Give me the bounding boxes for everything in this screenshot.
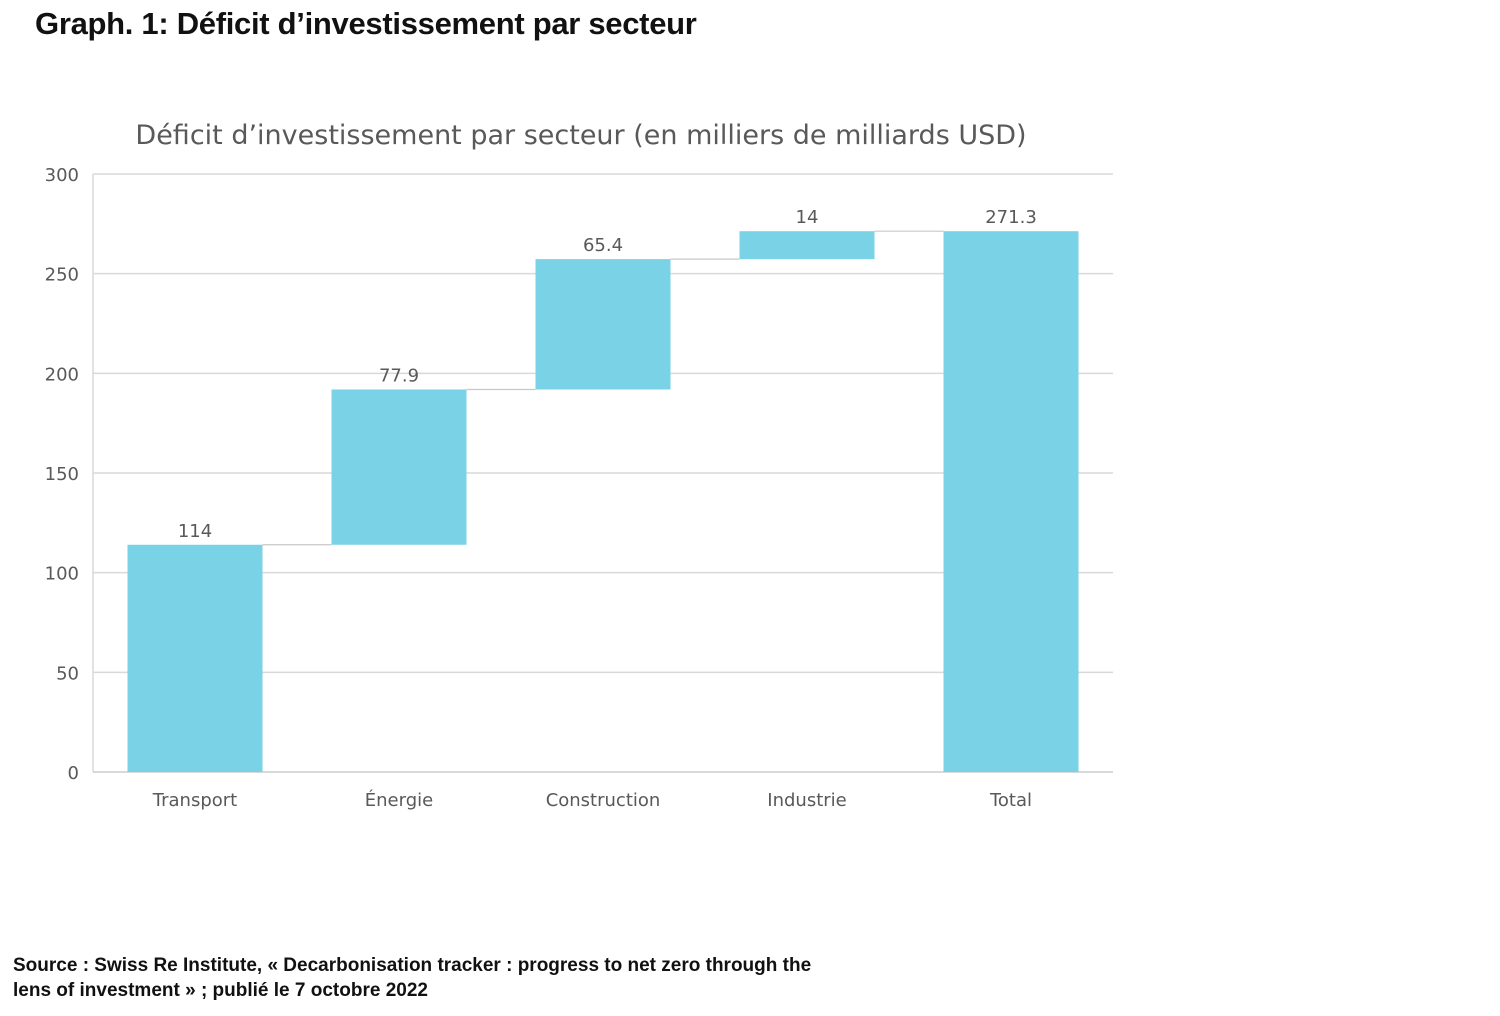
bar-3 [739, 231, 875, 260]
y-tick-label: 300 [45, 165, 79, 186]
chart-title: Déficit d’investissement par secteur (en… [135, 120, 1026, 151]
x-tick-label-4: Total [989, 790, 1032, 811]
data-label-2: 65.4 [583, 235, 623, 256]
bars [127, 231, 1079, 772]
bar-2 [535, 259, 671, 390]
x-tick-label-2: Construction [546, 790, 661, 811]
data-label-4: 271.3 [985, 207, 1037, 228]
y-tick-label: 250 [45, 265, 79, 286]
x-tick-label-0: Transport [152, 790, 237, 811]
connector-lines [262, 230, 944, 546]
x-tick-label-1: Énergie [365, 789, 433, 811]
y-axis-ticks: 0 50 100 150 200 250 300 [45, 165, 79, 784]
y-tick-label: 100 [45, 564, 79, 585]
bar-0 [127, 544, 263, 772]
y-tick-label: 50 [56, 663, 79, 684]
y-tick-label: 200 [45, 364, 79, 385]
data-label-3: 14 [796, 207, 819, 228]
source-note: Source : Swiss Re Institute, « Decarboni… [13, 953, 913, 1003]
x-tick-label-3: Industrie [767, 790, 846, 811]
source-line-1: Source : Swiss Re Institute, « Decarboni… [13, 955, 812, 976]
bar-1 [331, 389, 467, 545]
y-tick-label: 150 [45, 464, 79, 485]
data-label-0: 114 [178, 521, 212, 542]
y-tick-label: 0 [68, 763, 79, 784]
page-heading: Graph. 1: Déficit d’investissement par s… [35, 6, 697, 41]
x-axis-ticks: Transport Énergie Construction Industrie Tot… [152, 789, 1032, 811]
source-line-2: lens of investment » ; publié le 7 octob… [13, 980, 428, 1001]
bar-4 [943, 231, 1079, 772]
data-label-1: 77.9 [379, 365, 419, 386]
data-labels: 114 77.9 65.4 14 271.3 [178, 207, 1037, 542]
